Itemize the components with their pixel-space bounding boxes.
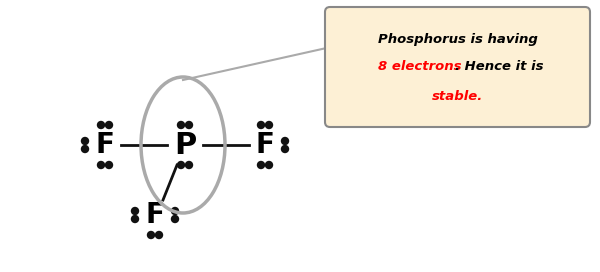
Text: 8 electrons: 8 electrons [378, 60, 461, 73]
Circle shape [281, 138, 289, 144]
Circle shape [185, 122, 193, 128]
Text: . Hence it is: . Hence it is [455, 60, 544, 73]
Text: F: F [256, 131, 274, 159]
FancyBboxPatch shape [325, 7, 590, 127]
Circle shape [265, 162, 272, 168]
Circle shape [257, 122, 265, 128]
Circle shape [185, 162, 193, 168]
Circle shape [131, 208, 139, 215]
Circle shape [97, 122, 104, 128]
Text: F: F [95, 131, 115, 159]
Circle shape [82, 146, 89, 153]
Text: Phosphorus is having: Phosphorus is having [377, 33, 538, 47]
Circle shape [172, 215, 179, 222]
Circle shape [172, 208, 179, 215]
Text: F: F [146, 201, 164, 229]
Circle shape [82, 138, 89, 144]
Circle shape [281, 146, 289, 153]
Circle shape [148, 231, 155, 239]
Circle shape [178, 162, 185, 168]
Circle shape [155, 231, 163, 239]
Circle shape [257, 162, 265, 168]
Text: P: P [174, 131, 196, 159]
Text: stable.: stable. [432, 91, 483, 104]
Circle shape [106, 162, 113, 168]
Circle shape [178, 122, 185, 128]
Circle shape [106, 122, 113, 128]
Circle shape [131, 215, 139, 222]
Circle shape [97, 162, 104, 168]
Circle shape [265, 122, 272, 128]
